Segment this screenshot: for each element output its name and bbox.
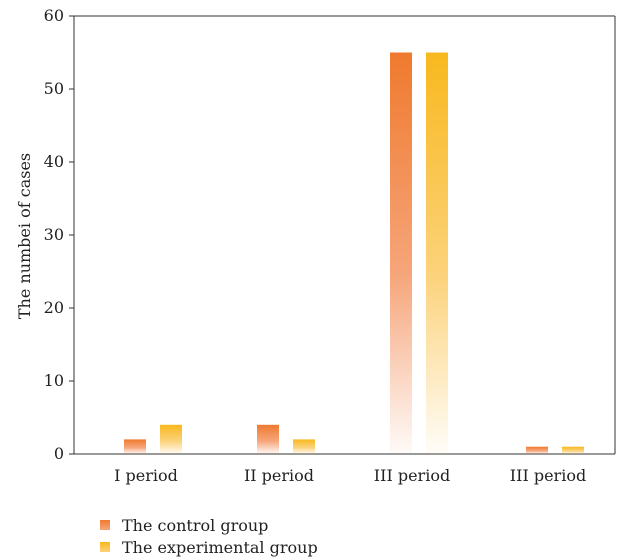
bar-experimental-1 — [160, 424, 182, 454]
bar-control-4 — [526, 446, 548, 454]
y-tick-label: 60 — [44, 6, 64, 25]
y-ticks: 0 10 20 30 40 50 60 — [44, 6, 74, 463]
bar-control-3 — [390, 52, 412, 454]
x-tick-label: I period — [114, 466, 178, 485]
legend-item-control: The control group — [100, 514, 318, 536]
bar-experimental-4 — [562, 446, 584, 454]
bar-control-2 — [257, 424, 279, 454]
bar-chart: 0 10 20 30 40 50 60 I period II period III perio… — [15, 6, 616, 485]
legend-item-experimental: The experimental group — [100, 536, 318, 558]
x-ticks: I period II period III period III period — [114, 466, 586, 485]
legend-label-control: The control group — [122, 515, 269, 535]
y-axis-label: The numbei of cases — [15, 153, 34, 319]
legend-label-experimental: The experimental group — [122, 537, 318, 557]
x-tick-label: III period — [374, 466, 450, 485]
bar-control-1 — [124, 439, 146, 454]
bars — [124, 52, 584, 454]
y-tick-label: 50 — [44, 79, 64, 98]
y-tick-label: 10 — [44, 371, 64, 390]
bar-experimental-2 — [293, 439, 315, 454]
x-tick-label: II period — [244, 466, 314, 485]
legend-swatch-control — [100, 520, 110, 530]
y-tick-label: 0 — [54, 444, 64, 463]
y-tick-label: 20 — [44, 298, 64, 317]
legend-swatch-experimental — [100, 542, 110, 552]
bar-experimental-3 — [426, 52, 448, 454]
x-tick-label: III period — [510, 466, 586, 485]
axes — [73, 15, 616, 455]
y-tick-label: 30 — [44, 225, 64, 244]
legend: The control group The experimental group — [100, 514, 318, 558]
y-tick-label: 40 — [44, 152, 64, 171]
